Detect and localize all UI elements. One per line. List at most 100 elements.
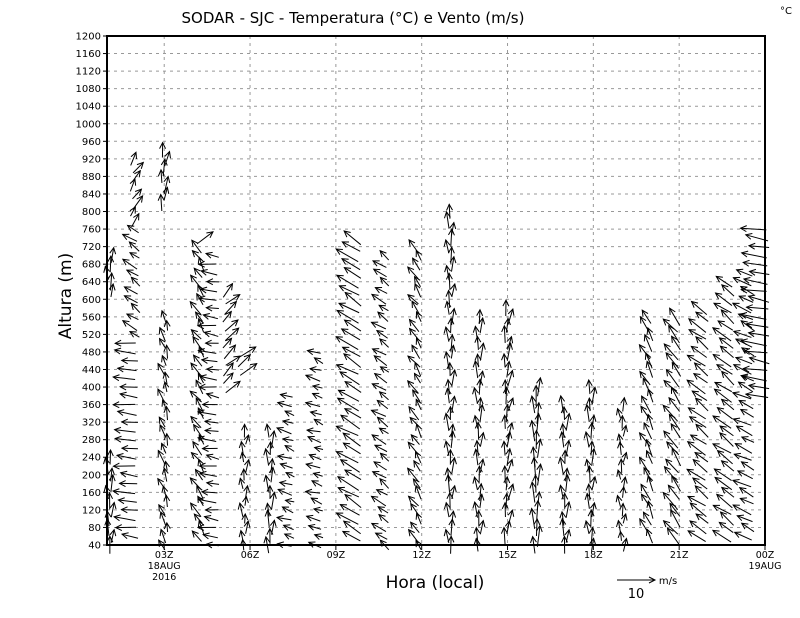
wind-arrow-shaft	[639, 518, 651, 537]
wind-arrow	[157, 388, 166, 403]
wind-arrow-head	[643, 333, 651, 342]
x-tick-label: 15Z	[498, 550, 517, 561]
wind-arrow-head	[190, 451, 198, 460]
wind-arrow	[198, 433, 205, 445]
wind-arrow-head	[120, 357, 129, 365]
wind-arrow-shaft	[507, 510, 513, 528]
wind-arrow-shaft	[157, 478, 166, 489]
wind-arrow	[686, 379, 706, 395]
wind-arrow-head	[205, 278, 214, 286]
wind-arrow	[716, 406, 733, 420]
wind-arrow-head	[279, 462, 288, 470]
wind-arrow-shaft	[222, 311, 232, 323]
wind-arrow	[476, 308, 484, 324]
wind-arrow-shaft	[740, 497, 754, 505]
wind-arrow	[742, 348, 768, 355]
wind-arrow-shaft	[591, 502, 595, 518]
wind-arrow	[638, 432, 651, 447]
wind-arrow-head	[665, 368, 673, 377]
wind-arrow-shaft	[668, 414, 681, 431]
wind-arrow-head	[731, 302, 740, 309]
wind-arrow	[107, 271, 115, 291]
wind-arrow-head	[159, 423, 166, 432]
wind-arrow-head	[197, 284, 204, 292]
wind-arrow-shaft	[121, 359, 138, 362]
wind-arrow	[712, 353, 732, 368]
wind-arrow-shaft	[588, 484, 591, 501]
wind-arrow-shaft	[733, 418, 752, 426]
wind-arrow	[616, 407, 623, 419]
wind-arrow-head	[616, 469, 623, 477]
wind-arrow-shaft	[560, 395, 564, 414]
wind-arrow-shaft	[196, 231, 214, 245]
wind-arrow	[529, 395, 537, 414]
wind-arrow	[125, 269, 139, 277]
wind-arrow-shaft	[411, 345, 421, 359]
wind-arrow-head	[588, 526, 596, 534]
wind-arrow-shaft	[373, 461, 387, 471]
wind-arrow-head	[739, 225, 747, 233]
wind-arrow-shaft	[162, 486, 167, 499]
wind-arrow	[410, 502, 420, 517]
wind-arrow	[197, 284, 204, 297]
wind-arrow	[740, 320, 755, 331]
wind-arrow	[448, 430, 456, 449]
wind-arrow	[695, 423, 709, 438]
wind-arrow-head	[616, 407, 623, 416]
wind-arrow-head	[115, 453, 124, 460]
wind-arrow	[734, 443, 753, 454]
wind-arrow-head	[268, 457, 276, 466]
wind-arrow	[732, 329, 752, 338]
wind-arrow	[198, 383, 217, 391]
wind-arrow-shaft	[378, 514, 389, 524]
wind-arrow-head	[747, 330, 756, 338]
wind-arrow-head	[162, 371, 170, 379]
wind-arrow	[589, 501, 597, 518]
wind-arrow-shaft	[189, 301, 202, 315]
wind-arrow	[719, 432, 734, 447]
wind-arrow-shaft	[715, 292, 733, 306]
wind-arrow	[268, 457, 276, 474]
wind-arrow-head	[713, 302, 721, 310]
wind-arrow-shaft	[591, 448, 595, 466]
wind-arrow-head	[269, 429, 277, 438]
wind-arrow-shaft	[414, 283, 422, 298]
wind-arrow-shaft	[737, 515, 753, 523]
wind-arrow-shaft	[376, 400, 389, 410]
wind-arrow-head	[686, 354, 695, 362]
wind-arrow-head	[407, 355, 415, 363]
wind-arrow	[731, 302, 752, 314]
wind-arrow-head	[113, 426, 122, 434]
x-tick-label: 2016	[152, 572, 176, 583]
wind-arrow	[443, 412, 451, 431]
y-tick-label: 680	[82, 260, 101, 271]
wind-arrow-shaft	[222, 283, 233, 298]
wind-arrow-head	[342, 432, 350, 440]
wind-arrow	[370, 293, 387, 305]
wind-arrow-shaft	[622, 513, 627, 524]
x-tick-label: 12Z	[412, 550, 431, 561]
wind-arrow-head	[341, 241, 350, 248]
wind-arrow	[379, 276, 390, 287]
wind-arrow-head	[643, 421, 650, 430]
wind-arrow	[663, 343, 679, 361]
wind-arrow	[131, 169, 141, 183]
wind-arrow-head	[734, 356, 743, 363]
wind-arrow	[312, 506, 323, 514]
wind-arrow-head	[190, 362, 198, 370]
y-tick-label: 40	[88, 541, 101, 552]
wind-arrow	[736, 514, 753, 523]
wind-arrow-head	[688, 318, 696, 326]
wind-arrow-head	[448, 423, 456, 431]
wind-arrow-shaft	[687, 495, 706, 507]
wind-arrow	[375, 489, 388, 496]
wind-arrow	[694, 397, 709, 412]
wind-arrow-shaft	[206, 454, 220, 460]
wind-arrow-shaft	[285, 499, 295, 503]
wind-arrow-shaft	[225, 355, 241, 366]
wind-arrow-shaft	[265, 475, 270, 492]
wind-arrow	[443, 350, 451, 370]
wind-arrow-shaft	[129, 241, 140, 252]
wind-arrow-head	[226, 372, 234, 380]
wind-arrow-shaft	[670, 423, 681, 439]
